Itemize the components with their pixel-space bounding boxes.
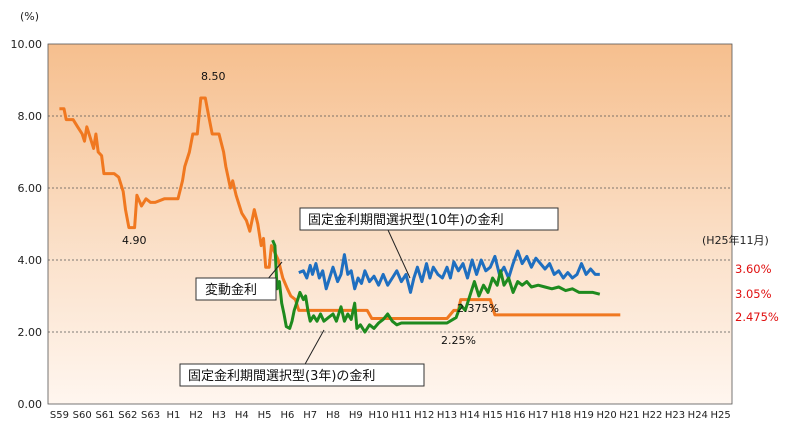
x-tick-label: H16 — [505, 410, 525, 421]
x-tick-label: S61 — [95, 410, 114, 421]
x-tick-label: H3 — [212, 410, 226, 421]
label-variable: 変動金利 — [205, 282, 257, 298]
x-tick-label: H20 — [596, 410, 616, 421]
annotation-peak: 8.50 — [201, 70, 226, 83]
x-tick-label: H4 — [235, 410, 249, 421]
x-tick-label: H24 — [688, 410, 708, 421]
leader-line-fixed10 — [387, 229, 411, 279]
y-tick-label: 2.00 — [18, 326, 43, 339]
grid-lines — [47, 43, 733, 405]
label-fixed10: 固定金利期間選択型(10年)の金利 — [308, 212, 504, 228]
x-tick-label: H6 — [280, 410, 294, 421]
x-tick-label: S63 — [141, 410, 160, 421]
x-tick-label: H13 — [437, 410, 457, 421]
annotation-fixed3-value: 2.25% — [441, 334, 476, 347]
y-tick-label: 0.00 — [18, 398, 43, 411]
x-tick-label: S62 — [118, 410, 137, 421]
label-box-fixed10 — [299, 207, 559, 231]
x-tick-label: H21 — [619, 410, 639, 421]
x-tick-label: H12 — [414, 410, 434, 421]
series-line-2 — [271, 239, 601, 334]
x-tick-label: H15 — [482, 410, 502, 421]
end-label-as-of: (H25年11月) — [702, 233, 769, 247]
annotation-low: 4.90 — [122, 234, 147, 247]
series-lines — [59, 96, 621, 334]
series-line-1 — [298, 249, 600, 294]
x-tick-label: H5 — [258, 410, 272, 421]
label-fixed3: 固定金利期間選択型(3年)の金利 — [188, 368, 375, 384]
x-tick-label: H1 — [166, 410, 180, 421]
x-tick-label: H19 — [574, 410, 594, 421]
annotation-variable-value: 2.375% — [457, 302, 499, 315]
y-unit-label: (%) — [20, 10, 39, 23]
plot-frame — [47, 43, 733, 405]
end-label-variable: 2.475% — [735, 310, 779, 324]
x-tick-label: H25 — [710, 410, 730, 421]
label-box-variable — [195, 277, 277, 301]
x-tick-label: H11 — [391, 410, 411, 421]
x-axis-ticks: S59 S60 S61 S62 S63 H1 H2 H3 H4 H5 H6 H7 H8 H9 H10 H11 H… — [50, 410, 731, 421]
x-tick-label: H10 — [368, 410, 388, 421]
series-line-0 — [59, 96, 621, 320]
y-tick-label: 6.00 — [18, 182, 43, 195]
label-box-fixed3 — [179, 363, 425, 387]
y-tick-label: 4.00 — [18, 254, 43, 267]
x-tick-label: H22 — [642, 410, 662, 421]
end-label-fixed10: 3.60% — [735, 262, 772, 276]
y-axis-ticks: 0.00 2.00 4.00 6.00 8.00 10.00 — [11, 38, 43, 411]
y-tick-label: 8.00 — [18, 110, 43, 123]
x-tick-label: H17 — [528, 410, 548, 421]
end-label-fixed3: 3.05% — [735, 287, 772, 301]
x-tick-label: H9 — [349, 410, 363, 421]
x-tick-label: H7 — [303, 410, 317, 421]
x-tick-label: S59 — [50, 410, 69, 421]
x-tick-label: H14 — [460, 410, 480, 421]
leader-line-fixed3 — [303, 329, 325, 367]
x-tick-label: H8 — [326, 410, 340, 421]
x-tick-label: S60 — [73, 410, 92, 421]
x-tick-label: H2 — [189, 410, 203, 421]
y-tick-label: 10.00 — [11, 38, 43, 51]
x-tick-label: H23 — [665, 410, 685, 421]
x-tick-label: H18 — [551, 410, 571, 421]
